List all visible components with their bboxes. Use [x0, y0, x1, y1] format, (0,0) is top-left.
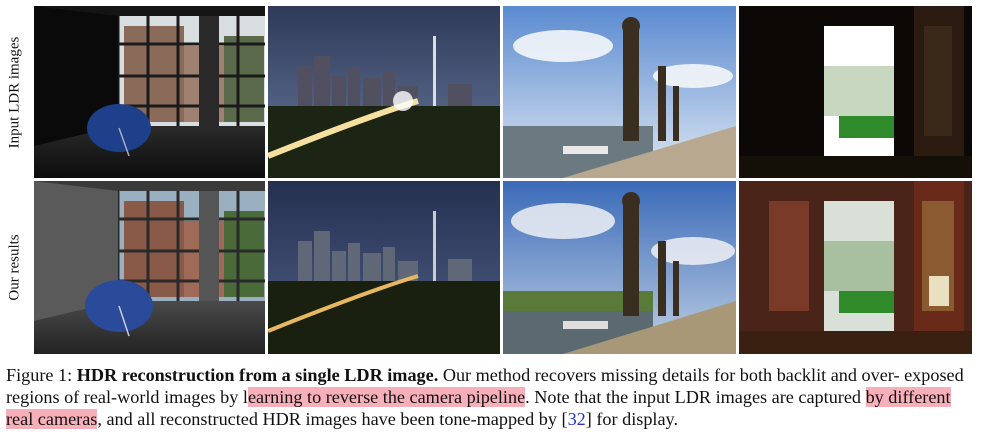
result-image-night-city [268, 181, 500, 354]
caption-line3-mid: , and all reconstructed HDR images have … [97, 409, 568, 429]
caption-line2-end: . Note that the input LDR images are cap… [525, 387, 862, 407]
input-image-night-city [268, 6, 500, 178]
caption-line3-end: ] for display. [585, 409, 679, 429]
citation-link[interactable]: 32 [567, 409, 586, 429]
input-image-temple-door [739, 6, 972, 178]
caption-by: by l [215, 387, 248, 407]
caption-prefix: Figure 1: [6, 365, 77, 385]
result-image-bridge-lamps [503, 181, 736, 354]
caption-line2-start: exposed regions of real-world images [6, 365, 964, 407]
figure-caption: Figure 1: HDR reconstruction from a sing… [6, 364, 974, 430]
input-image-bridge-lamps [503, 6, 736, 178]
row-label-input: Input LDR images [6, 36, 23, 148]
figure-panel: Input LDR images Our results [6, 6, 972, 354]
result-image-temple-door [739, 181, 972, 354]
result-image-indoor-umbrella [34, 181, 265, 354]
row-label-results: Our results [6, 233, 23, 301]
input-image-indoor-umbrella [34, 6, 265, 178]
caption-highlight-pipeline: earning to reverse the camera pipeline [247, 387, 526, 407]
caption-bold-title: HDR reconstruction from a single LDR ima… [76, 365, 439, 385]
caption-line1: Our method recovers missing details for … [438, 365, 900, 385]
